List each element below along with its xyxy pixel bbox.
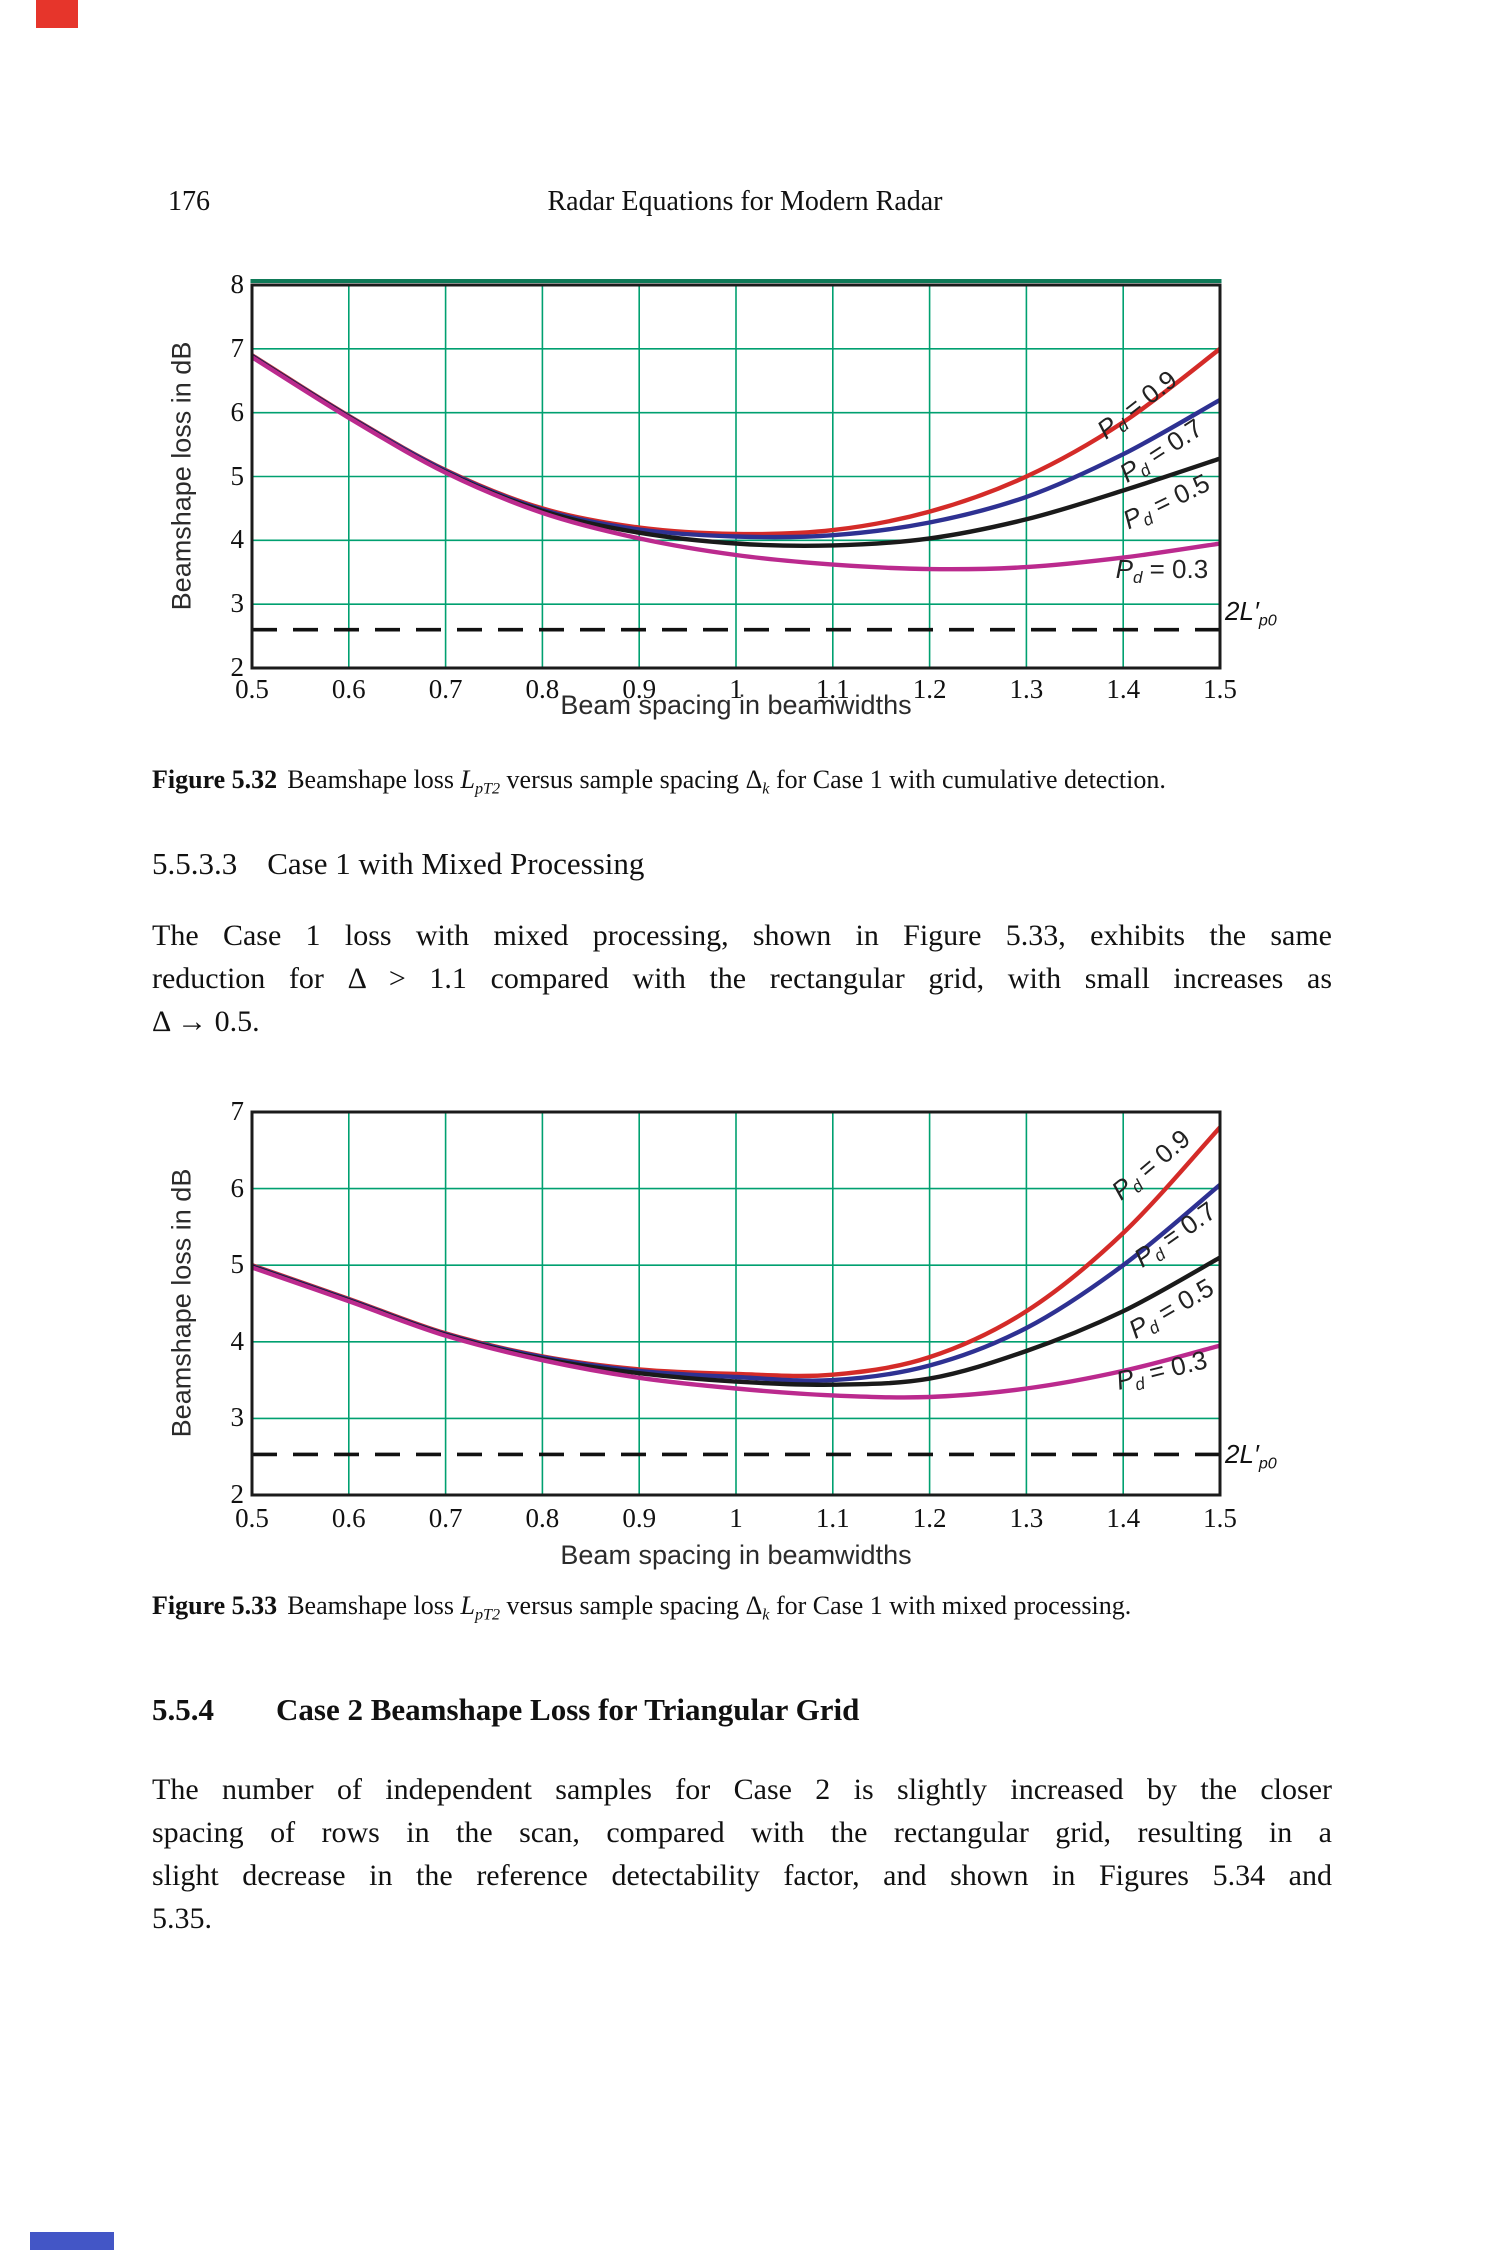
x-tick-label: 1 [729,1503,743,1533]
x-tick-label: 0.9 [622,674,657,704]
text-fragment: L [1239,1439,1254,1470]
x-tick-label: 1.3 [1009,674,1044,704]
x-tick-label: 0.5 [235,1503,269,1533]
y-tick-label: 2 [230,652,245,682]
y-tick-label: 6 [230,1172,245,1203]
y-tick-label: 7 [230,332,245,363]
text-fragment: for Case 1 with cumulative detection. [769,765,1166,794]
text-fragment: ′ [1253,595,1259,626]
paragraph-line: slight decrease in the reference detecta… [152,1859,1332,1892]
paragraph-line: The number of independent samples for Ca… [152,1773,1332,1806]
paragraph-line: The Case 1 loss with mixed processing, s… [152,919,1332,952]
text-fragment: p0 [1258,611,1277,630]
text-fragment: Beamshape loss [287,1591,461,1620]
text-fragment: Δ [745,765,763,794]
figure-plot-svg [250,279,1222,670]
x-tick-label: 1.2 [912,674,947,704]
scan-edge-mark-top [36,0,78,28]
y-tick-label: 8 [230,269,245,299]
text-fragment: Figure 5.33 [152,1591,278,1620]
figure-5-33-caption: Figure 5.33 Beamshape loss LpT2 versus sa… [152,1591,1422,1625]
text-fragment: L [460,1591,475,1620]
y-tick-label: 7 [230,1096,245,1126]
x-tick-label: 0.7 [428,1503,463,1533]
dashed-line-label: 2L′p0 [1225,1438,1277,1480]
figure-plot-svg [250,1110,1222,1497]
text-fragment: k [762,780,770,798]
x-tick-label: 1.5 [1203,674,1237,704]
figure-5-33-y-axis-title: Beamshape loss in dB [166,1168,197,1438]
x-tick-label: 0.8 [525,674,560,704]
paragraph-case2-triangular: The number of independent samples for Ca… [152,1768,1332,1940]
x-tick-label: 1.1 [815,1503,850,1533]
x-tick-label: 1.1 [815,674,850,704]
text-fragment: versus sample spacing [500,1591,746,1620]
figure-5-32-x-axis-title: Beam spacing in beamwidths [560,690,912,720]
section-heading-5-5-3-3: 5.5.3.3 Case 1 with Mixed Processing [152,846,1332,882]
x-tick-label: 0.6 [331,1503,366,1533]
y-tick-label: 5 [230,1249,245,1280]
y-tick-label: 5 [230,460,245,491]
figure-5-32-caption: Figure 5.32 Beamshape loss LpT2 versus sa… [152,765,1422,799]
y-tick-label: 6 [230,396,245,427]
x-tick-label: 0.9 [622,1503,657,1533]
x-tick-label: 1.2 [912,1503,947,1533]
section-title: Case 1 with Mixed Processing [267,846,645,881]
y-tick-label: 4 [230,1325,245,1356]
x-tick-label: 0.6 [331,674,366,704]
text-fragment: ′ [1253,1439,1259,1470]
x-tick-label: 1.5 [1203,1503,1237,1533]
paragraph-line: reduction for Δ > 1.1 compared with the … [152,962,1332,995]
figure-5-33-x-axis-title: Beam spacing in beamwidths [560,1540,912,1570]
text-fragment: pT2 [474,780,501,798]
section-heading-5-5-4: 5.5.4 Case 2 Beamshape Loss for Triangula… [152,1692,1332,1728]
text-fragment: L [1239,595,1254,626]
section-number: 5.5.3.3 [152,846,238,881]
text-fragment: for Case 1 with mixed processing. [769,1591,1132,1620]
x-tick-label: 1.3 [1009,1503,1044,1533]
curve-label-part: d [1132,567,1143,587]
curve-label-part: = 0.3 [1142,553,1209,584]
x-tick-label: 0.8 [525,1503,560,1533]
text-fragment: pT2 [474,1606,501,1624]
dashed-line-label: 2L′p0 [1225,595,1277,637]
x-tick-label: 0.7 [428,674,463,704]
paragraph-case1-mixed: The Case 1 loss with mixed processing, s… [152,914,1332,1043]
paragraph-line: Δ → 0.5. [152,1005,260,1038]
text-fragment: Beamshape loss [287,765,461,794]
running-header: Radar Equations for Modern Radar [547,186,943,217]
section-title: Case 2 Beamshape Loss for Triangular Gri… [276,1692,860,1727]
x-tick-label: 1 [729,674,743,704]
text-fragment: Figure 5.32 [152,765,278,794]
x-tick-label: 1.4 [1106,674,1141,704]
curve-label-part: P [1115,553,1133,584]
y-tick-label: 3 [230,588,245,619]
curve-label: Pd = 0.3 [1116,554,1209,588]
scan-edge-mark-bottom [30,2232,114,2250]
text-fragment: p0 [1258,1455,1277,1474]
y-tick-label: 4 [230,524,245,555]
paragraph-line: 5.35. [152,1902,212,1935]
text-fragment: k [762,1606,770,1624]
text-fragment: L [460,765,475,794]
y-tick-label: 2 [230,1479,245,1509]
text-fragment: Δ [745,1591,763,1620]
page-number: 176 [168,186,210,217]
x-tick-label: 1.4 [1106,1503,1141,1533]
y-tick-label: 3 [230,1402,245,1433]
x-tick-label: 0.5 [235,674,269,704]
text-fragment: 2 [1225,595,1240,626]
text-fragment: 2 [1225,1439,1240,1470]
text-fragment: versus sample spacing [500,765,746,794]
section-number: 5.5.4 [152,1692,214,1727]
paragraph-line: spacing of rows in the scan, compared wi… [152,1816,1332,1849]
